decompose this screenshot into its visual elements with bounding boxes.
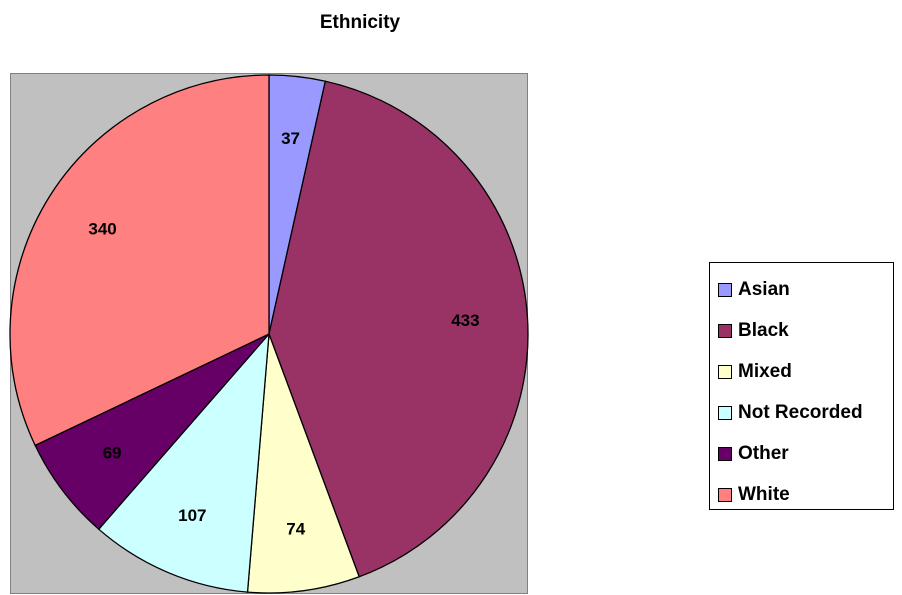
data-label-white: 340	[88, 219, 116, 238]
legend-swatch	[718, 405, 732, 420]
legend-swatch	[718, 323, 732, 338]
legend-swatch	[718, 446, 732, 461]
chart-title: Ethnicity	[319, 12, 401, 33]
data-label-mixed: 74	[286, 520, 305, 539]
legend-swatch	[718, 487, 732, 502]
legend-label: Asian	[738, 278, 790, 300]
pie-slice-white	[9, 74, 270, 447]
legend-label: Mixed	[738, 360, 792, 382]
legend-swatch	[718, 364, 732, 379]
legend-item-black: Black	[718, 310, 893, 351]
data-label-asian: 37	[281, 129, 300, 148]
legend-label: Black	[738, 319, 789, 341]
legend-item-other: Other	[718, 433, 893, 474]
legend-swatch	[718, 282, 732, 297]
data-label-not-recorded: 107	[178, 506, 206, 525]
data-label-black: 433	[451, 311, 479, 330]
legend-label: Not Recorded	[738, 401, 863, 423]
pie-slice-not-recorded	[97, 332, 270, 593]
legend-item-mixed: Mixed	[718, 351, 893, 392]
legend-item-not-recorded: Not Recorded	[718, 392, 893, 433]
legend-label: Other	[738, 442, 789, 464]
legend-label: White	[738, 483, 790, 505]
pie-slice-mixed	[246, 333, 361, 594]
legend: Asian Black Mixed Not Recorded Other White	[709, 262, 894, 510]
legend-item-white: White	[718, 474, 893, 515]
data-label-other: 69	[103, 443, 122, 462]
legend-item-asian: Asian	[718, 269, 893, 310]
pie-slice-black	[268, 80, 529, 578]
